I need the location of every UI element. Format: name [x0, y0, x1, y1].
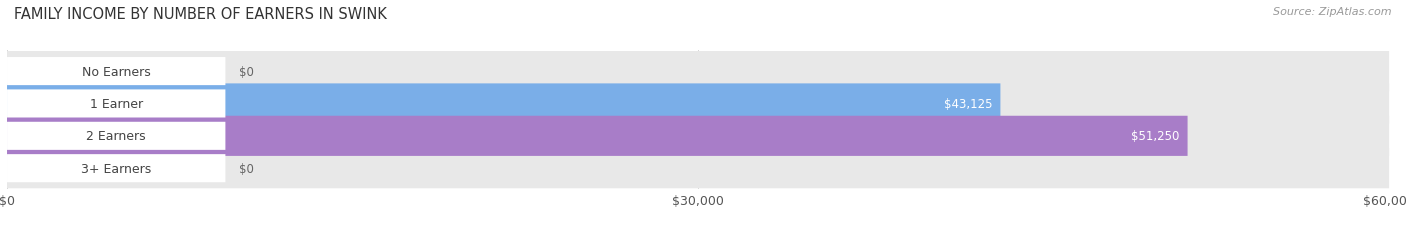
FancyBboxPatch shape — [7, 122, 225, 150]
Text: No Earners: No Earners — [82, 65, 150, 78]
FancyBboxPatch shape — [7, 90, 225, 118]
Text: Source: ZipAtlas.com: Source: ZipAtlas.com — [1274, 7, 1392, 17]
Text: $0: $0 — [239, 65, 254, 78]
Text: 3+ Earners: 3+ Earners — [82, 162, 152, 175]
Text: 2 Earners: 2 Earners — [86, 130, 146, 143]
FancyBboxPatch shape — [7, 58, 225, 86]
FancyBboxPatch shape — [7, 116, 1389, 156]
Text: $43,125: $43,125 — [943, 97, 993, 110]
FancyBboxPatch shape — [7, 155, 225, 182]
Text: $51,250: $51,250 — [1130, 130, 1180, 143]
FancyBboxPatch shape — [7, 84, 1389, 124]
FancyBboxPatch shape — [7, 84, 1001, 124]
FancyBboxPatch shape — [7, 149, 1389, 188]
FancyBboxPatch shape — [7, 52, 1389, 92]
Text: $0: $0 — [239, 162, 254, 175]
Text: FAMILY INCOME BY NUMBER OF EARNERS IN SWINK: FAMILY INCOME BY NUMBER OF EARNERS IN SW… — [14, 7, 387, 22]
Text: 1 Earner: 1 Earner — [90, 97, 143, 110]
FancyBboxPatch shape — [7, 116, 1188, 156]
